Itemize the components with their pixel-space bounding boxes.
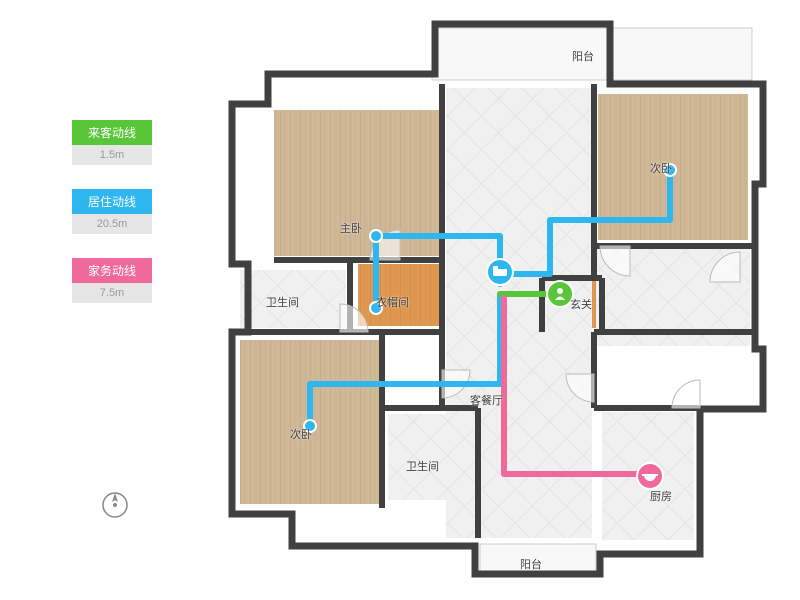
legend-service-value: 7.5m (72, 283, 152, 303)
legend-living-value: 20.5m (72, 214, 152, 234)
room-label: 客餐厅 (470, 392, 503, 408)
compass-icon (100, 490, 130, 520)
room-label: 玄关 (570, 296, 592, 312)
room-label: 卫生间 (266, 294, 299, 310)
flow-legend: 来客动线 1.5m 居住动线 20.5m 家务动线 7.5m (72, 120, 152, 327)
room-label: 阳台 (572, 48, 594, 64)
room-label: 衣帽间 (376, 294, 409, 310)
legend-guest: 来客动线 1.5m (72, 120, 152, 165)
legend-living-title: 居住动线 (72, 189, 152, 214)
room-label: 次卧 (650, 160, 672, 176)
room-label: 厨房 (650, 488, 672, 504)
room-living-top (446, 88, 591, 278)
legend-living: 居住动线 20.5m (72, 189, 152, 234)
bed-icon (487, 259, 513, 285)
room-label: 主卧 (340, 220, 362, 236)
room-label: 次卧 (290, 426, 312, 442)
legend-guest-value: 1.5m (72, 145, 152, 165)
legend-service: 家务动线 7.5m (72, 258, 152, 303)
room-label: 阳台 (520, 556, 542, 572)
legend-service-title: 家务动线 (72, 258, 152, 283)
legend-guest-title: 来客动线 (72, 120, 152, 145)
room-label: 卫生间 (406, 458, 439, 474)
flow-endpoint (370, 230, 382, 242)
pot-icon (637, 463, 663, 489)
